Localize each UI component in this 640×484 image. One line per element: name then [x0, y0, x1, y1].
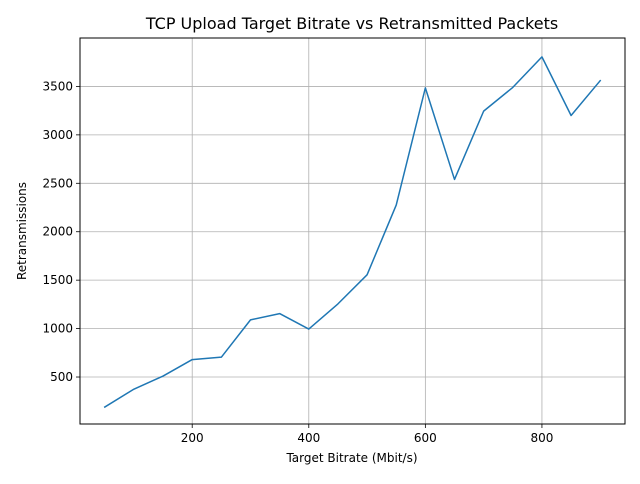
x-tick-label: 400 [297, 431, 320, 445]
ticks: 200 400 600 800 500 1000 1500 2000 2500 3000 3500 [42, 79, 553, 445]
x-tick-label: 200 [181, 431, 204, 445]
x-tick-label: 800 [530, 431, 553, 445]
y-tick-label: 500 [50, 370, 73, 384]
series-line-0 [103, 56, 602, 409]
y-tick-label: 2000 [42, 225, 73, 239]
y-tick-label: 2500 [42, 176, 73, 190]
y-tick-label: 1000 [42, 322, 73, 336]
grid [80, 38, 625, 424]
series-layer [103, 56, 602, 409]
chart-title: TCP Upload Target Bitrate vs Retransmitt… [145, 14, 558, 33]
y-axis-label: Retransmissions [15, 182, 29, 280]
y-tick-label: 3500 [42, 79, 73, 93]
x-tick-label: 600 [414, 431, 437, 445]
y-tick-label: 1500 [42, 273, 73, 287]
y-tick-label: 3000 [42, 128, 73, 142]
x-axis-label: Target Bitrate (Mbit/s) [285, 451, 417, 465]
plot-frame [79, 37, 626, 425]
